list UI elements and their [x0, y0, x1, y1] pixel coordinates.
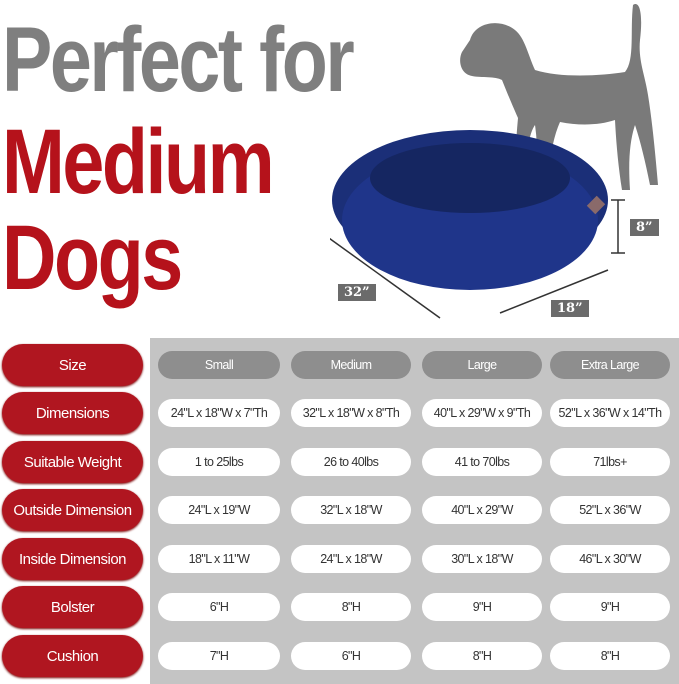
table-cell: 6"H	[158, 593, 280, 621]
table-cell: 6"H	[291, 642, 411, 670]
table-cell: 26 to 40lbs	[291, 448, 411, 476]
row-label: Dimensions	[2, 392, 143, 434]
table-cell: 40"L x 29"W x 9"Th	[422, 399, 542, 427]
table-cell: 24"L x 18"W x 7"Th	[158, 399, 280, 427]
width-callout: 18”	[551, 300, 589, 317]
table-cell: 41 to 70lbs	[422, 448, 542, 476]
table-cell: 40"L x 29"W	[422, 496, 542, 524]
length-callout: 32”	[338, 284, 376, 301]
table-cell: 71lbs+	[550, 448, 670, 476]
table-cell: 32"L x 18"W	[291, 496, 411, 524]
table-cell: 32"L x 18"W x 8"Th	[291, 399, 411, 427]
table-cell: 52"L x 36"W x 14"Th	[550, 399, 670, 427]
table-cell: 46"L x 30"W	[550, 545, 670, 573]
height-callout: 8”	[630, 219, 659, 236]
row-label: Outside Dimension	[2, 489, 143, 531]
row-label: Size	[2, 344, 143, 386]
size-header-cell: Extra Large	[550, 351, 670, 379]
table-cell: 52"L x 36"W	[550, 496, 670, 524]
table-cell: 8"H	[291, 593, 411, 621]
row-label: Suitable Weight	[2, 441, 143, 483]
headline-line-2: Medium	[2, 111, 275, 213]
size-header-cell: Medium	[291, 351, 411, 379]
table-cell: 24"L x 19"W	[158, 496, 280, 524]
row-label: Inside Dimension	[2, 538, 143, 580]
table-cell: 8"H	[422, 642, 542, 670]
dog-bed-image	[330, 130, 625, 319]
row-label: Cushion	[2, 635, 143, 677]
headline-line-1: Perfect for	[2, 9, 355, 111]
table-cell: 8"H	[550, 642, 670, 670]
headline-line-3: Dogs	[2, 207, 183, 309]
dog-silhouette-icon	[460, 4, 658, 195]
table-cell: 7"H	[158, 642, 280, 670]
size-header-cell: Large	[422, 351, 542, 379]
size-header-cell: Small	[158, 351, 280, 379]
table-cell: 30"L x 18"W	[422, 545, 542, 573]
table-cell: 18"L x 11"W	[158, 545, 280, 573]
table-cell: 9"H	[422, 593, 542, 621]
table-cell: 1 to 25lbs	[158, 448, 280, 476]
table-cell: 9"H	[550, 593, 670, 621]
row-label: Bolster	[2, 586, 143, 628]
table-cell: 24"L x 18"W	[291, 545, 411, 573]
